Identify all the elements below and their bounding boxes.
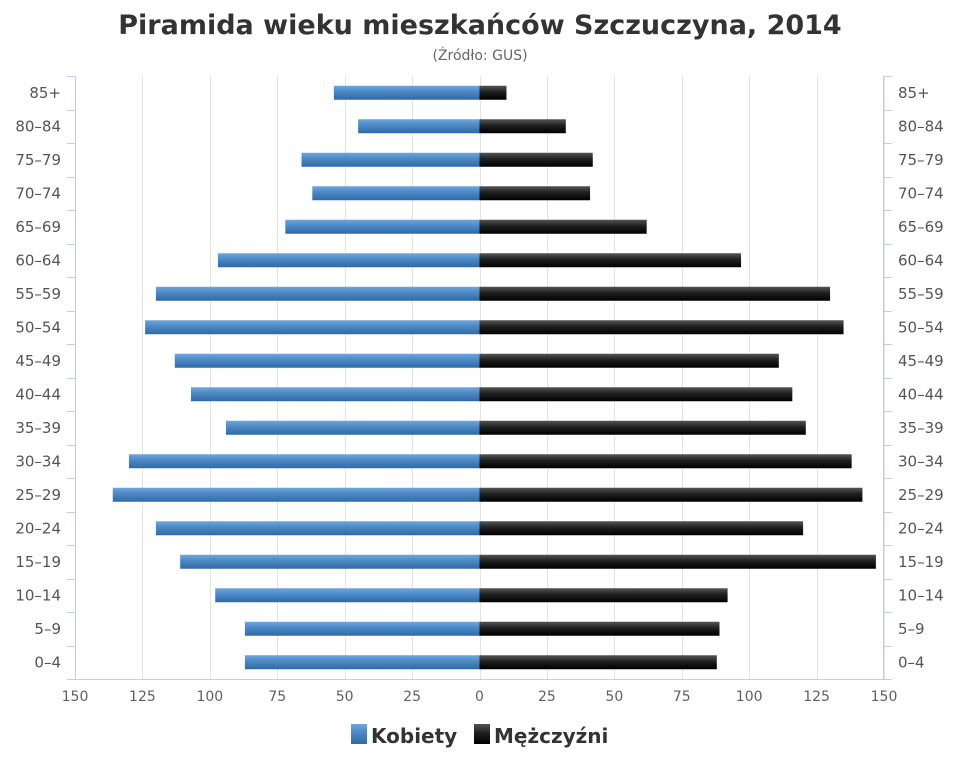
bar-women-7	[145, 320, 480, 335]
category-label-right-0: 85+	[898, 84, 930, 102]
bar-women-17	[244, 655, 480, 670]
axes	[67, 76, 892, 680]
category-label-left-16: 5–9	[34, 620, 61, 638]
bar-women-5	[217, 253, 480, 268]
bar-men-13	[479, 521, 804, 536]
category-label-right-3: 70–74	[898, 184, 944, 202]
category-label-right-9: 40–44	[898, 385, 944, 403]
category-label-right-7: 50–54	[898, 318, 944, 336]
category-label-right-13: 20–24	[898, 519, 944, 537]
bar-men-8	[479, 353, 779, 368]
legend-label-women[interactable]: Kobiety	[371, 724, 457, 748]
bar-men-1	[479, 119, 566, 134]
category-label-right-1: 80–84	[898, 117, 944, 135]
category-label-left-2: 75–79	[15, 151, 61, 169]
bar-women-1	[358, 119, 480, 134]
category-label-left-17: 0–4	[34, 653, 61, 671]
x-tick-label-5: 25	[403, 689, 421, 705]
bar-women-2	[301, 152, 480, 167]
bar-women-4	[285, 219, 480, 234]
category-label-right-2: 75–79	[898, 151, 944, 169]
category-label-right-6: 55–59	[898, 285, 944, 303]
category-label-right-5: 60–64	[898, 251, 944, 269]
category-label-right-11: 30–34	[898, 452, 944, 470]
x-tick-label-2: 100	[196, 689, 223, 705]
bar-women-15	[215, 588, 480, 603]
category-label-left-15: 10–14	[15, 586, 61, 604]
category-label-left-4: 65–69	[15, 218, 61, 236]
bar-men-2	[479, 152, 593, 167]
category-label-left-10: 35–39	[15, 419, 61, 437]
bar-men-14	[479, 554, 876, 569]
chart-title: Piramida wieku mieszkańców Szczuczyna, 2…	[118, 10, 841, 41]
x-tick-label-0: 150	[62, 689, 89, 705]
bar-women-14	[180, 554, 480, 569]
bar-women-3	[312, 186, 480, 201]
category-label-right-17: 0–4	[898, 653, 925, 671]
bars	[112, 85, 876, 670]
bar-men-3	[479, 186, 591, 201]
category-label-left-13: 20–24	[15, 519, 61, 537]
bar-women-8	[174, 353, 480, 368]
bar-men-10	[479, 420, 806, 435]
bar-women-10	[226, 420, 480, 435]
grid-lines	[75, 76, 885, 679]
category-label-left-3: 70–74	[15, 184, 61, 202]
x-tick-label-1: 125	[129, 689, 156, 705]
category-label-right-12: 25–29	[898, 486, 944, 504]
x-axis-ticks: 150 125 100 75 50 25 0 25 50 75 100 125 150	[62, 689, 898, 705]
x-tick-label-9: 75	[673, 689, 691, 705]
bar-men-6	[479, 286, 831, 301]
category-label-right-4: 65–69	[898, 218, 944, 236]
category-label-left-0: 85+	[29, 84, 61, 102]
bar-men-11	[479, 454, 852, 469]
right-category-axis: 85+ 80–84 75–79 70–74 65–69 60–64 55–59 50–54 45…	[898, 84, 944, 672]
bar-women-9	[190, 387, 480, 402]
bar-men-9	[479, 387, 793, 402]
category-label-left-14: 15–19	[15, 553, 61, 571]
bar-women-6	[155, 286, 480, 301]
bar-women-11	[128, 454, 480, 469]
x-tick-label-6: 0	[475, 689, 484, 705]
x-tick-label-10: 100	[736, 689, 763, 705]
bar-women-0	[333, 85, 480, 100]
bar-men-12	[479, 487, 863, 502]
bar-men-5	[479, 253, 742, 268]
category-label-right-8: 45–49	[898, 352, 944, 370]
x-tick-label-12: 150	[871, 689, 898, 705]
x-tick-label-3: 75	[268, 689, 286, 705]
legend-swatch-women[interactable]	[351, 724, 367, 744]
bar-men-7	[479, 320, 844, 335]
category-label-right-16: 5–9	[898, 620, 925, 638]
x-tick-label-7: 25	[538, 689, 556, 705]
bar-men-17	[479, 655, 717, 670]
x-tick-label-4: 50	[336, 689, 354, 705]
legend: Kobiety Mężczyźni	[351, 724, 608, 748]
category-label-left-8: 45–49	[15, 352, 61, 370]
category-label-left-5: 60–64	[15, 251, 61, 269]
category-label-left-12: 25–29	[15, 486, 61, 504]
x-tick-label-8: 50	[605, 689, 623, 705]
category-label-right-10: 35–39	[898, 419, 944, 437]
bar-men-15	[479, 588, 728, 603]
legend-swatch-men[interactable]	[474, 724, 490, 744]
x-tick-label-11: 125	[803, 689, 830, 705]
category-label-right-14: 15–19	[898, 553, 944, 571]
category-label-left-1: 80–84	[15, 117, 61, 135]
category-label-left-11: 30–34	[15, 452, 61, 470]
bar-women-13	[155, 521, 480, 536]
category-label-right-15: 10–14	[898, 586, 944, 604]
bar-men-4	[479, 219, 647, 234]
category-label-left-7: 50–54	[15, 318, 61, 336]
bar-women-16	[244, 621, 480, 636]
category-label-left-6: 55–59	[15, 285, 61, 303]
category-label-left-9: 40–44	[15, 385, 61, 403]
bar-men-16	[479, 621, 720, 636]
chart-subtitle: (Źródło: GUS)	[432, 46, 527, 64]
left-category-axis: 85+ 80–84 75–79 70–74 65–69 60–64 55–59 50–54 45…	[15, 84, 61, 672]
bar-women-12	[112, 487, 480, 502]
legend-label-men[interactable]: Mężczyźni	[494, 724, 608, 748]
bar-men-0	[479, 85, 507, 100]
